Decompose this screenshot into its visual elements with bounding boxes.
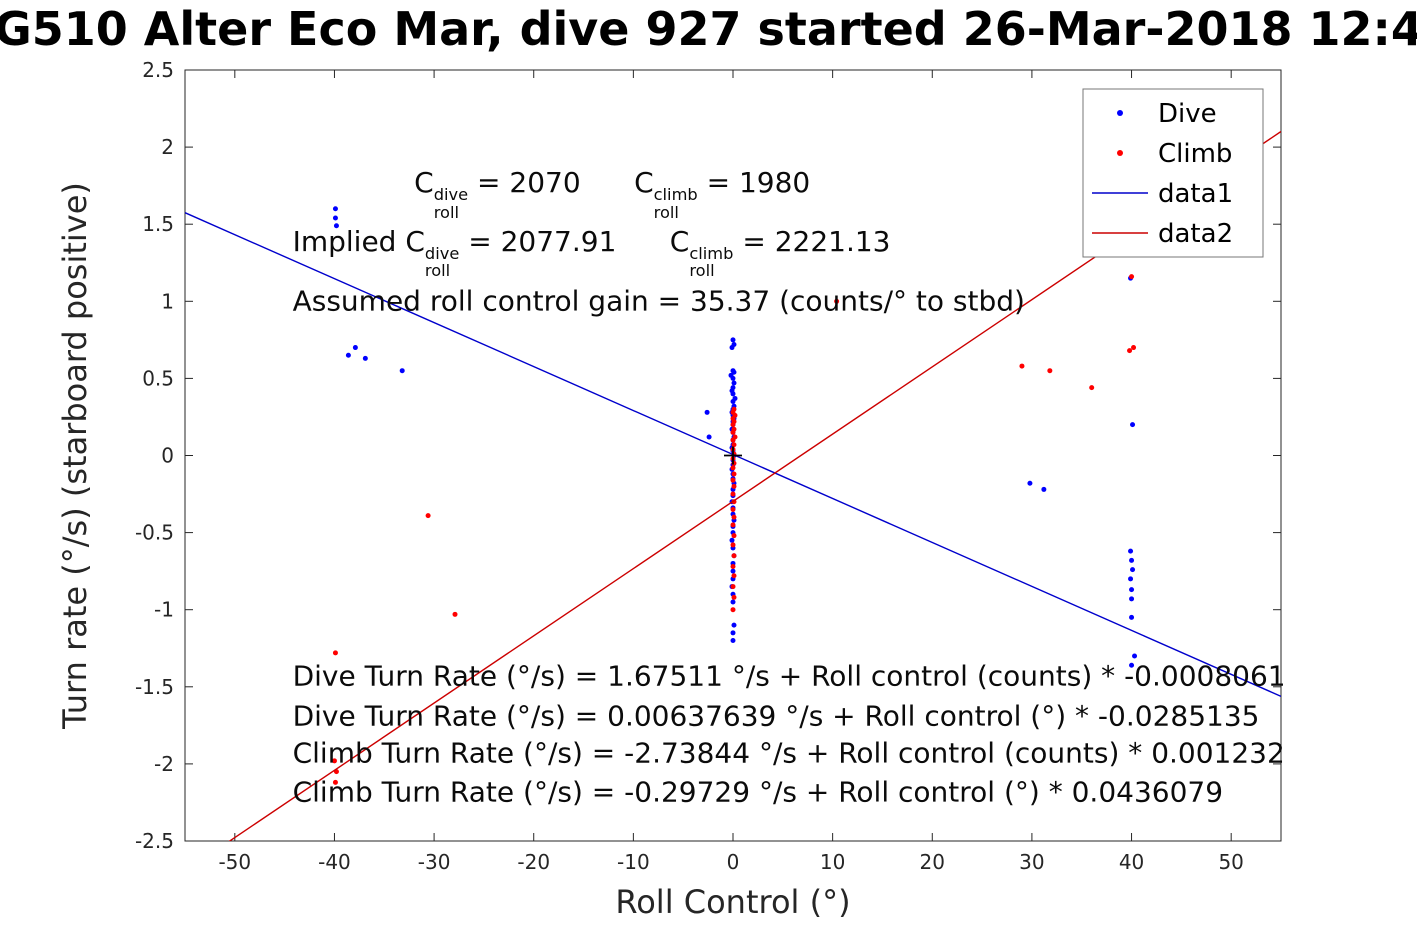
legend-entry-climb: Climb [1117, 139, 1232, 169]
svg-text:2: 2 [161, 135, 174, 159]
svg-text:1: 1 [161, 289, 174, 313]
y-axis-label: Turn rate (°/s) (starboard positive) [56, 182, 94, 730]
x-axis-label: Roll Control (°) [615, 883, 850, 921]
legend-entry-data1: data1 [1092, 179, 1233, 209]
svg-text:-40: -40 [318, 850, 351, 874]
svg-text:40: 40 [1119, 850, 1144, 874]
svg-text:-30: -30 [418, 850, 451, 874]
tick-marks [185, 69, 1281, 842]
y-tick-labels: -2.5 -2 -1.5 -1 -0.5 0 0.5 1 1.5 2 2.5 [135, 58, 174, 853]
svg-text:1.5: 1.5 [142, 212, 174, 236]
legend-label: data1 [1158, 179, 1233, 209]
svg-text:50: 50 [1218, 850, 1243, 874]
svg-text:0: 0 [161, 444, 174, 468]
legend-label: Dive [1158, 99, 1217, 129]
legend-marker-icon [1117, 150, 1123, 156]
svg-text:-2.5: -2.5 [135, 829, 174, 853]
legend-entry-dive: Dive [1117, 99, 1217, 129]
origin-plus-marker [724, 446, 742, 465]
svg-text:-1: -1 [154, 598, 174, 622]
x-tick-labels: -50 -40 -30 -20 -10 0 10 20 30 40 50 [218, 850, 1243, 874]
svg-text:10: 10 [820, 850, 845, 874]
legend-entry-data2: data2 [1092, 219, 1233, 249]
svg-text:-2: -2 [154, 752, 174, 776]
svg-text:30: 30 [1019, 850, 1044, 874]
svg-text:-50: -50 [218, 850, 251, 874]
legend-marker-icon [1117, 110, 1123, 116]
svg-text:2.5: 2.5 [142, 58, 174, 82]
svg-text:-1.5: -1.5 [135, 675, 174, 699]
svg-text:0: 0 [727, 850, 740, 874]
legend: Dive Climb data1 data2 [1082, 88, 1264, 258]
legend-label: Climb [1158, 139, 1232, 169]
svg-text:-20: -20 [517, 850, 550, 874]
svg-text:-10: -10 [617, 850, 650, 874]
svg-text:-0.5: -0.5 [135, 521, 174, 545]
svg-text:20: 20 [920, 850, 945, 874]
scatter-climb [331, 252, 1137, 785]
chart-title: G510 Alter Eco Mar, dive 927 started 26-… [0, 2, 1417, 56]
svg-text:0.5: 0.5 [142, 366, 174, 390]
legend-label: data2 [1158, 219, 1233, 249]
legend-box [1082, 88, 1264, 258]
